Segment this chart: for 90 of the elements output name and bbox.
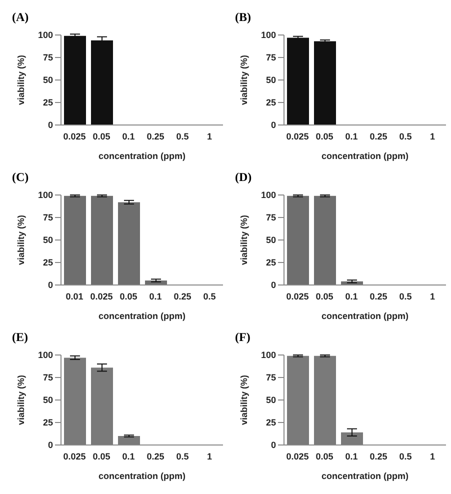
- x-tick-label: 0.5: [176, 451, 189, 462]
- y-axis-title: viability (%): [239, 374, 250, 426]
- x-tick-label: 0.25: [370, 131, 388, 142]
- x-tick-label: 0.05: [92, 451, 110, 462]
- y-tick-label: 100: [38, 350, 53, 360]
- x-tick-label: 0.1: [122, 131, 135, 142]
- y-axis-title: viability (%): [239, 54, 250, 106]
- x-tick-label: 0.1: [345, 451, 358, 462]
- chart-title: (A): [12, 10, 29, 25]
- x-tick-label: 0.1: [122, 451, 135, 462]
- y-tick-label: 0: [270, 440, 276, 450]
- chart-title: (B): [235, 10, 251, 25]
- bar: [64, 196, 86, 285]
- y-tick-label: 100: [38, 30, 53, 40]
- y-axis-title: viability (%): [16, 374, 26, 426]
- chart-title: (E): [12, 330, 28, 345]
- x-tick-label: 0.05: [92, 131, 110, 142]
- x-tick-label: 0.1: [149, 291, 162, 302]
- x-tick-label: 0.25: [370, 451, 388, 462]
- y-tick-label: 25: [42, 98, 53, 108]
- y-tick-label: 75: [42, 52, 53, 63]
- y-tick-label: 25: [42, 418, 53, 428]
- y-tick-label: 100: [260, 350, 276, 360]
- chart-title: (D): [235, 170, 252, 185]
- y-tick-label: 75: [42, 212, 53, 223]
- x-axis-title: concentration (ppm): [98, 311, 186, 321]
- y-tick-label: 50: [42, 235, 53, 246]
- chart-title: (C): [12, 170, 29, 185]
- x-tick-label: 0.5: [176, 131, 189, 142]
- chart-title: (F): [235, 330, 250, 345]
- y-tick-label: 75: [266, 212, 276, 223]
- x-tick-label: 0.05: [316, 131, 334, 142]
- x-tick-label: 0.05: [316, 451, 334, 462]
- x-axis-title: concentration (ppm): [322, 471, 408, 481]
- y-tick-label: 100: [38, 190, 53, 200]
- y-tick-label: 25: [266, 258, 276, 268]
- x-tick-label: 0.025: [286, 451, 309, 462]
- y-tick-label: 50: [266, 75, 276, 86]
- y-tick-label: 0: [48, 120, 53, 130]
- y-tick-label: 100: [260, 30, 276, 40]
- y-tick-label: 50: [266, 395, 276, 406]
- x-tick-label: 1: [206, 131, 212, 142]
- y-tick-label: 50: [266, 235, 276, 246]
- x-tick-label: 0.5: [399, 131, 412, 142]
- y-axis-title: viability (%): [16, 54, 26, 106]
- x-axis-title: concentration (ppm): [98, 151, 186, 161]
- y-tick-label: 75: [266, 52, 276, 63]
- x-tick-label: 0.05: [316, 291, 334, 302]
- bar: [91, 368, 113, 445]
- y-tick-label: 50: [42, 75, 53, 86]
- y-tick-label: 0: [48, 440, 53, 450]
- y-tick-label: 75: [42, 372, 53, 383]
- x-tick-label: 0.5: [399, 291, 412, 302]
- y-tick-label: 0: [48, 280, 53, 290]
- y-tick-label: 25: [266, 418, 276, 428]
- x-axis-title: concentration (ppm): [322, 151, 408, 161]
- x-tick-label: 1: [430, 131, 436, 142]
- x-tick-label: 1: [430, 451, 436, 462]
- y-tick-label: 0: [270, 280, 276, 290]
- x-tick-label: 0.025: [286, 291, 309, 302]
- y-tick-label: 50: [42, 395, 53, 406]
- x-tick-label: 0.1: [345, 131, 358, 142]
- x-tick-label: 1: [206, 451, 212, 462]
- x-tick-label: 0.5: [203, 291, 216, 302]
- x-tick-label: 0.025: [286, 131, 309, 142]
- y-tick-label: 75: [266, 372, 276, 383]
- x-axis-title: concentration (ppm): [322, 311, 408, 321]
- x-tick-label: 0.1: [345, 291, 358, 302]
- y-tick-label: 25: [266, 98, 276, 108]
- bar: [118, 436, 140, 445]
- bar: [118, 202, 140, 285]
- bar: [64, 358, 86, 445]
- y-axis-title: viability (%): [16, 214, 26, 266]
- y-tick-label: 25: [42, 258, 53, 268]
- x-tick-label: 0.01: [66, 291, 84, 302]
- x-tick-label: 0.25: [146, 451, 164, 462]
- y-tick-label: 100: [260, 190, 276, 200]
- bar: [91, 196, 113, 285]
- x-tick-label: 0.25: [174, 291, 192, 302]
- x-tick-label: 0.25: [146, 131, 164, 142]
- x-tick-label: 0.25: [370, 291, 388, 302]
- x-tick-label: 0.025: [63, 131, 86, 142]
- y-tick-label: 0: [270, 120, 276, 130]
- x-tick-label: 0.025: [63, 451, 86, 462]
- y-axis-title: viability (%): [239, 214, 250, 266]
- x-tick-label: 0.025: [90, 291, 113, 302]
- x-tick-label: 1: [430, 291, 436, 302]
- x-tick-label: 0.05: [120, 291, 138, 302]
- x-tick-label: 0.5: [399, 451, 412, 462]
- x-axis-title: concentration (ppm): [98, 471, 186, 481]
